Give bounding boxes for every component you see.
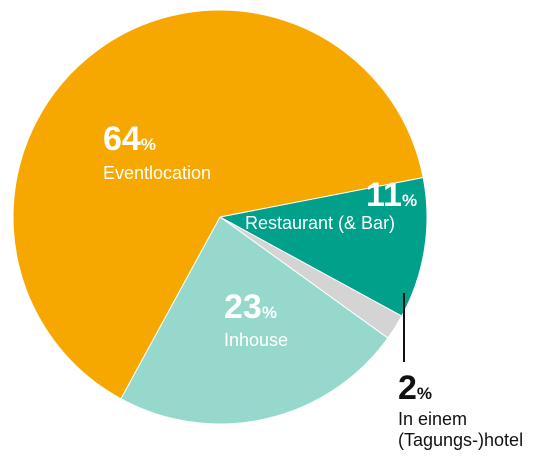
value-label-inhouse: 23% [224, 288, 277, 326]
pie-slices [12, 9, 428, 425]
pie-slice-eventlocation [12, 9, 424, 400]
value-label-restaurant-bar: 11% [366, 176, 417, 214]
value-label-in-einem-tagungs-hotel: 2% [398, 369, 432, 407]
category-label-restaurant-bar: Restaurant (& Bar) [245, 213, 395, 233]
pie-labels: 11%Restaurant (& Bar) 2%In einem (Tagungs-… [103, 120, 523, 450]
pie-slice-inhouse [120, 216, 389, 425]
value-label-eventlocation: 64% [103, 120, 156, 158]
category-label-in-einem-tagungs-hotel: In einem (Tagungs-)hotel [398, 409, 523, 450]
category-label-inhouse: Inhouse [224, 330, 288, 350]
category-label-eventlocation: Eventlocation [103, 163, 211, 183]
pie-slice-restaurant-bar [218, 176, 428, 317]
